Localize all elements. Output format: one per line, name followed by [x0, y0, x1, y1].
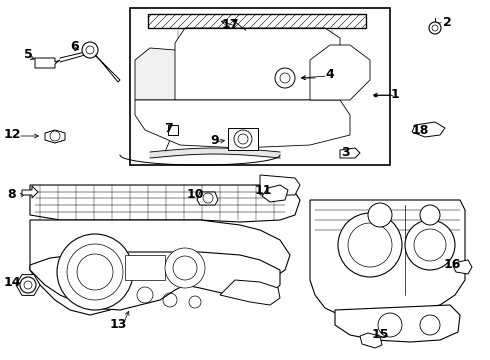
Polygon shape	[335, 305, 460, 342]
Polygon shape	[125, 255, 165, 280]
Circle shape	[368, 203, 392, 227]
Circle shape	[20, 277, 36, 293]
Circle shape	[82, 42, 98, 58]
Circle shape	[420, 315, 440, 335]
Text: 12: 12	[3, 129, 21, 141]
Text: 14: 14	[3, 276, 21, 289]
Polygon shape	[16, 275, 40, 296]
Text: 13: 13	[109, 319, 127, 332]
Circle shape	[57, 234, 133, 310]
Text: 8: 8	[8, 189, 16, 202]
Polygon shape	[340, 148, 360, 158]
Text: 6: 6	[71, 40, 79, 54]
Text: 3: 3	[341, 145, 349, 158]
Text: 10: 10	[186, 189, 204, 202]
Circle shape	[429, 22, 441, 34]
Polygon shape	[35, 58, 60, 68]
Polygon shape	[228, 128, 258, 150]
Text: 11: 11	[254, 184, 272, 197]
Text: 9: 9	[211, 134, 220, 147]
Polygon shape	[30, 252, 280, 310]
Polygon shape	[220, 280, 280, 305]
Text: 17: 17	[221, 18, 239, 31]
Text: 4: 4	[326, 68, 334, 81]
Text: 1: 1	[391, 89, 399, 102]
Polygon shape	[95, 55, 120, 82]
Polygon shape	[453, 260, 472, 274]
Text: 18: 18	[411, 123, 429, 136]
Polygon shape	[412, 122, 445, 137]
Polygon shape	[168, 125, 178, 135]
Polygon shape	[30, 220, 290, 315]
Polygon shape	[30, 185, 300, 222]
Text: 7: 7	[164, 122, 172, 135]
Text: 5: 5	[24, 49, 32, 62]
Polygon shape	[175, 28, 340, 100]
Polygon shape	[197, 192, 218, 205]
Polygon shape	[310, 200, 465, 318]
Polygon shape	[22, 186, 38, 198]
Polygon shape	[310, 45, 370, 100]
Polygon shape	[260, 175, 300, 195]
Polygon shape	[262, 185, 288, 202]
Circle shape	[165, 248, 205, 288]
Polygon shape	[148, 14, 366, 28]
Text: 16: 16	[443, 258, 461, 271]
Bar	[130, 8, 390, 165]
Polygon shape	[135, 48, 185, 100]
Polygon shape	[45, 130, 65, 143]
Circle shape	[338, 213, 402, 277]
Polygon shape	[135, 100, 350, 148]
Circle shape	[378, 313, 402, 337]
Polygon shape	[360, 333, 382, 348]
Circle shape	[275, 68, 295, 88]
Circle shape	[420, 205, 440, 225]
Text: 15: 15	[371, 328, 389, 342]
Text: 2: 2	[442, 15, 451, 28]
Circle shape	[405, 220, 455, 270]
